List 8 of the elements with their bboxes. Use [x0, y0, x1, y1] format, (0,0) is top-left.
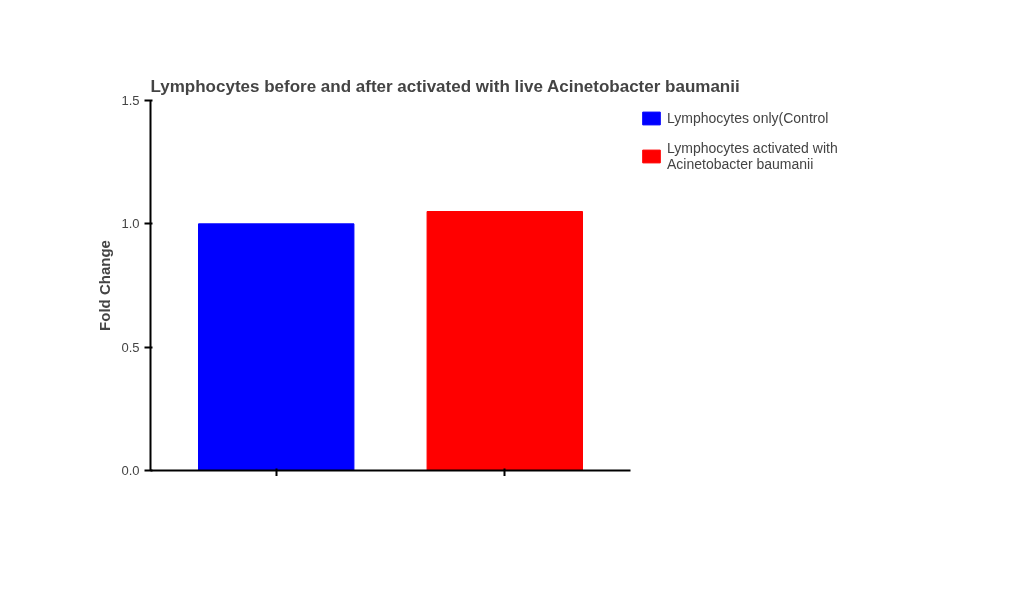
legend-label: Lymphocytes only(Control	[667, 110, 829, 126]
legend-label: Lymphocytes activated with Acinetobacter baumanii	[667, 140, 838, 172]
y-tick-label: 0.0	[121, 463, 140, 478]
y-tick-label: 0.5	[121, 339, 140, 355]
y-tick-label: 1.0	[121, 216, 140, 232]
y-tick-label: 1.5	[121, 93, 140, 108]
chart-title: Lymphocytes before and after activated with live Acinetobacter baumanii	[150, 76, 740, 96]
y-axis-title: Fold Change	[96, 240, 114, 331]
